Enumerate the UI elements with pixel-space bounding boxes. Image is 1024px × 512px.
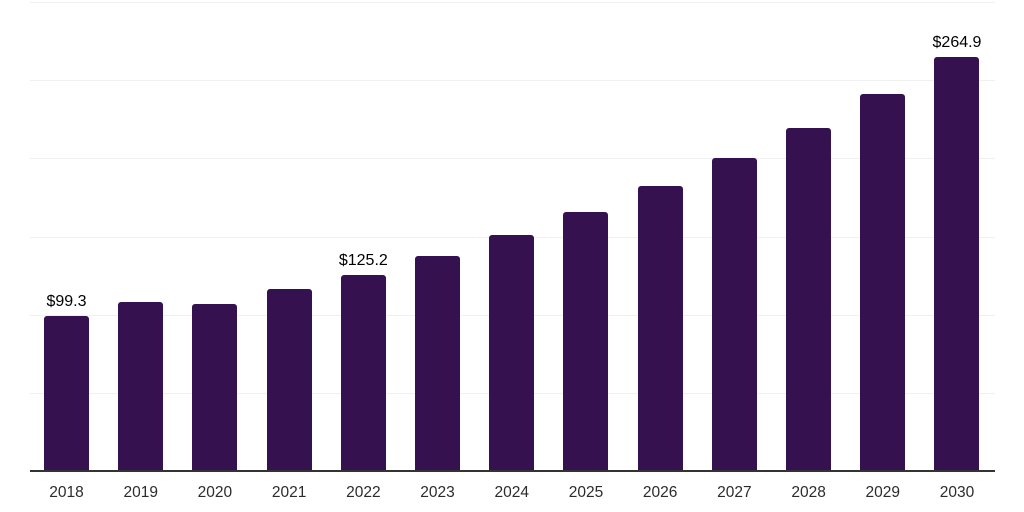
gridline <box>30 80 995 82</box>
bar-value-label: $264.9 <box>932 33 982 51</box>
x-tick-label: 2019 <box>123 484 158 501</box>
bar-2026 <box>637 186 683 472</box>
x-tick-label: 2030 <box>939 484 975 501</box>
bar-value-label: $99.3 <box>46 292 87 310</box>
bar-2030 <box>934 56 980 472</box>
x-tick-label: 2025 <box>568 484 604 501</box>
bar-2023 <box>415 256 461 472</box>
bar-2028 <box>786 128 832 472</box>
x-tick-label: 2018 <box>49 484 84 501</box>
x-tick-label: 2021 <box>271 484 307 501</box>
gridline <box>30 158 995 160</box>
bar-value-label: $125.2 <box>338 252 388 270</box>
bar-2018 <box>44 315 89 472</box>
x-tick-label: 2029 <box>865 484 901 501</box>
bar-2022 <box>340 275 386 472</box>
plot-area: $99.3 $125.2 $264.9 <box>30 0 995 472</box>
bar-2027 <box>711 158 757 472</box>
x-tick-label: 2023 <box>420 484 455 501</box>
bar-2024 <box>489 234 535 472</box>
x-tick-label: 2026 <box>642 484 678 501</box>
bar-2029 <box>860 94 906 472</box>
bar-2025 <box>563 212 609 472</box>
x-tick-label: 2024 <box>494 484 529 501</box>
bar-2020 <box>192 303 238 472</box>
bar-2019 <box>118 302 164 472</box>
gridline <box>30 2 995 3</box>
x-axis-line <box>30 470 995 472</box>
x-tick-label: 2028 <box>791 484 826 501</box>
x-tick-label: 2027 <box>717 484 752 501</box>
x-tick-label: 2020 <box>197 484 233 501</box>
bar-2021 <box>266 289 312 472</box>
x-tick-label: 2022 <box>346 484 381 501</box>
